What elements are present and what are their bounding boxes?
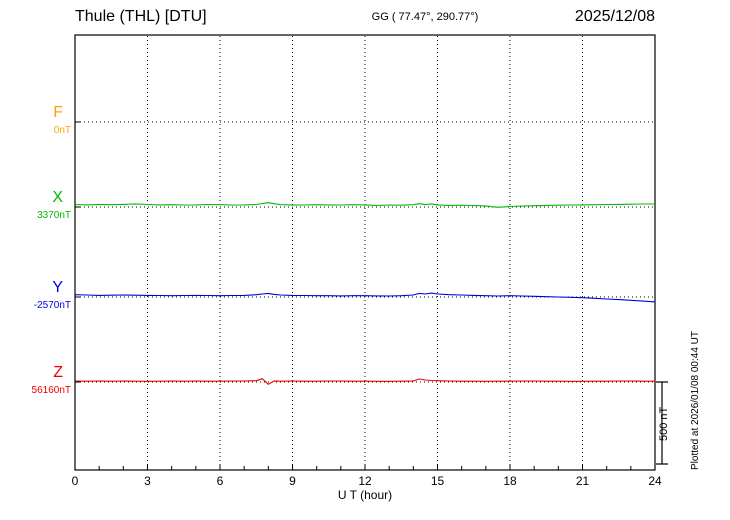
x-tick-label: 21: [575, 474, 590, 488]
date-label: 2025/12/08: [574, 8, 655, 25]
series-Y-baseline-value: -2570nT: [33, 300, 71, 311]
x-tick-label: 3: [144, 474, 151, 488]
series-X-letter: X: [52, 189, 63, 206]
x-tick-label: 6: [216, 474, 224, 488]
x-tick-label: 12: [358, 474, 372, 488]
x-tick-label: 24: [648, 474, 662, 488]
plotted-timestamp-note: Plotted at 2026/01/08 00:44 UT: [690, 331, 701, 470]
scale-bar-label: 500 nT: [658, 406, 670, 441]
x-tick-label: 0: [71, 474, 79, 488]
series-Z-trace: [74, 378, 655, 385]
x-tick-label: 18: [503, 474, 517, 488]
series-Z-baseline-value: 56160nT: [31, 385, 71, 396]
geographic-coordinates-label: GG ( 77.47°, 290.77°): [371, 11, 479, 23]
series-X-trace: [74, 202, 655, 208]
series-Z-letter: Z: [53, 364, 63, 381]
x-axis-label: U T (hour): [337, 488, 393, 502]
series-F-baseline-value: 0nT: [53, 125, 71, 136]
series-F-letter: F: [53, 104, 63, 121]
x-tick-label: 9: [289, 474, 296, 488]
station-title: Thule (THL) [DTU]: [75, 8, 207, 25]
series-Y-trace: [74, 292, 656, 303]
series-Y-letter: Y: [52, 279, 63, 296]
x-tick-label: 15: [430, 474, 445, 488]
series-X-baseline-value: 3370nT: [37, 210, 71, 221]
